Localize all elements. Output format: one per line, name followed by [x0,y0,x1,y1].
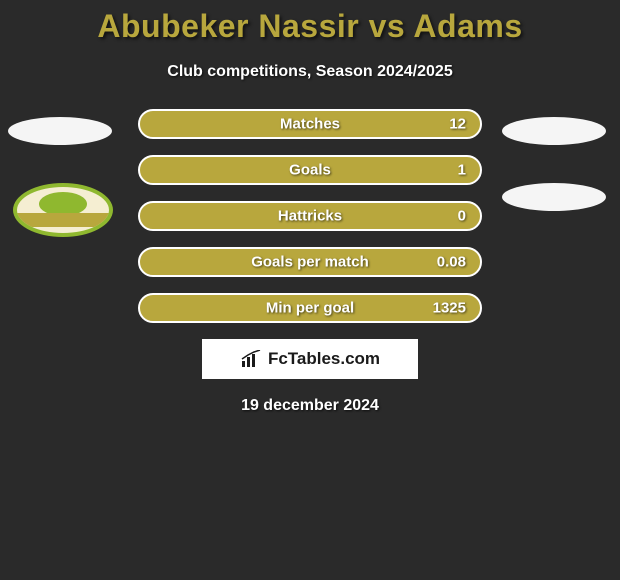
chart-icon [240,350,262,368]
stat-bar-min-per-goal: Min per goal 1325 [138,293,482,323]
stat-value: 1 [458,162,466,179]
team-badge-placeholder [502,183,606,211]
left-player-badges [8,107,118,237]
stat-bars: Matches 12 Goals 1 Hattricks 0 Goals per… [138,109,482,323]
page-title: Abubeker Nassir vs Adams [0,8,620,45]
team-badge-band [17,213,109,227]
stat-label: Goals per match [251,254,369,271]
right-player-badges [502,107,612,249]
stat-value: 12 [449,116,466,133]
stat-bar-matches: Matches 12 [138,109,482,139]
subtitle: Club competitions, Season 2024/2025 [0,63,620,81]
team-badge [13,183,113,237]
player-photo-placeholder [8,117,112,145]
stat-value: 0 [458,208,466,225]
stat-value: 0.08 [437,254,466,271]
stat-label: Goals [289,162,331,179]
stat-label: Matches [280,116,340,133]
player-photo-placeholder [502,117,606,145]
stat-value: 1325 [433,300,466,317]
comparison-area: Matches 12 Goals 1 Hattricks 0 Goals per… [0,109,620,323]
stat-label: Hattricks [278,208,342,225]
team-badge-shape [13,183,113,237]
stat-bar-hattricks: Hattricks 0 [138,201,482,231]
source-name: FcTables.com [268,349,380,369]
stat-bar-goals-per-match: Goals per match 0.08 [138,247,482,277]
stat-bar-goals: Goals 1 [138,155,482,185]
date-line: 19 december 2024 [0,397,620,415]
stat-label: Min per goal [266,300,354,317]
source-logo: FcTables.com [202,339,418,379]
comparison-card: Abubeker Nassir vs Adams Club competitio… [0,0,620,415]
